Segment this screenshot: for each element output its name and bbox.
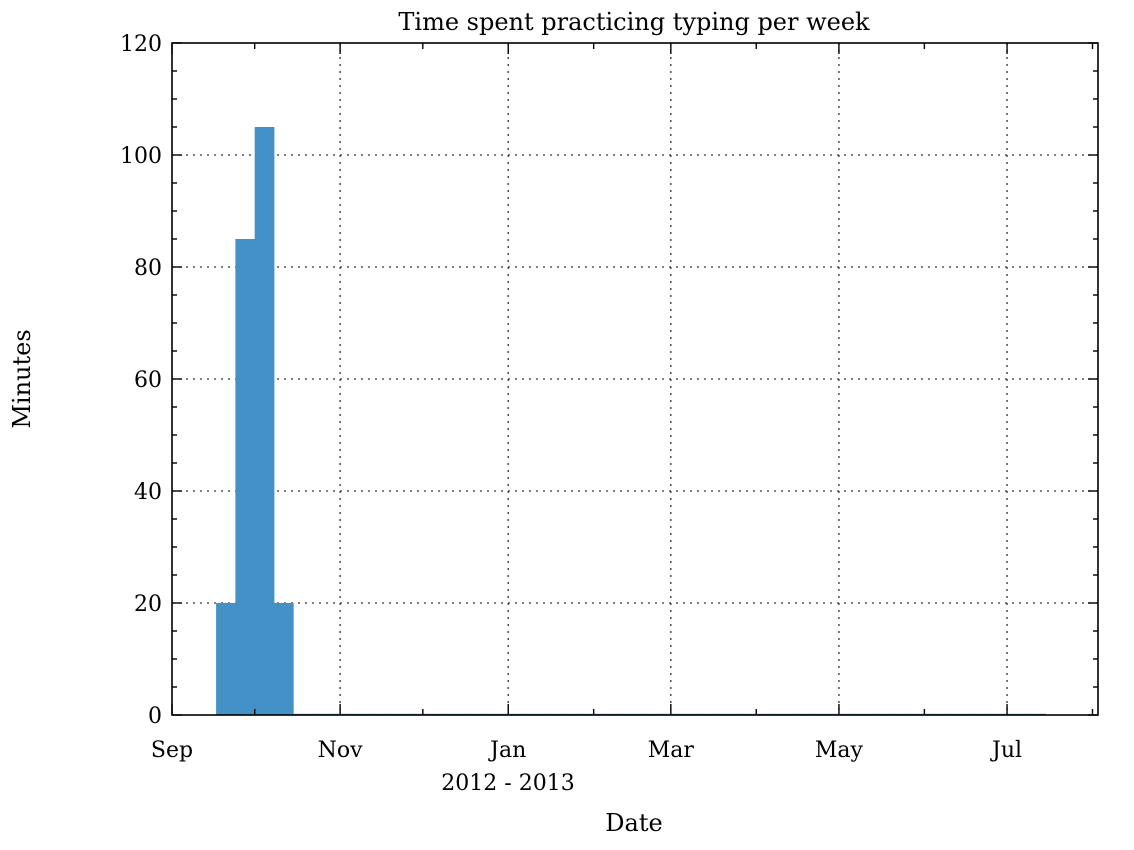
x-tick-label: Mar bbox=[648, 738, 695, 763]
x-axis-title: Date bbox=[605, 809, 662, 837]
y-tick-label: 120 bbox=[120, 32, 162, 57]
y-tick-label: 80 bbox=[134, 256, 162, 281]
chart-title: Time spent practicing typing per week bbox=[398, 8, 870, 36]
x-tick-label: Jan bbox=[488, 738, 526, 763]
bar-2012-10-01 bbox=[254, 127, 275, 715]
y-tick-label: 40 bbox=[134, 480, 162, 505]
y-axis-ticks: 0 20 40 60 80 100 120 bbox=[120, 32, 1098, 729]
x-tick-label: Sep bbox=[151, 738, 193, 763]
y-tick-label: 0 bbox=[148, 704, 162, 729]
bar-2012-09-24 bbox=[235, 239, 256, 715]
bar-2012-09-17 bbox=[216, 603, 236, 715]
grid-lines bbox=[172, 43, 1098, 715]
x-axis-ticks: Sep Nov Jan Mar May Jul bbox=[151, 43, 1094, 763]
x-tick-label: Jul bbox=[990, 738, 1022, 763]
x-tick-label: May bbox=[815, 738, 864, 763]
y-tick-label: 100 bbox=[120, 144, 162, 169]
bar-2012-10-08 bbox=[273, 603, 294, 715]
y-tick-label: 60 bbox=[134, 368, 162, 393]
x-offset-label: 2012 - 2013 bbox=[441, 771, 574, 796]
y-tick-label: 20 bbox=[134, 592, 162, 617]
x-tick-label: Nov bbox=[318, 738, 363, 763]
y-axis-title: Minutes bbox=[8, 329, 36, 428]
